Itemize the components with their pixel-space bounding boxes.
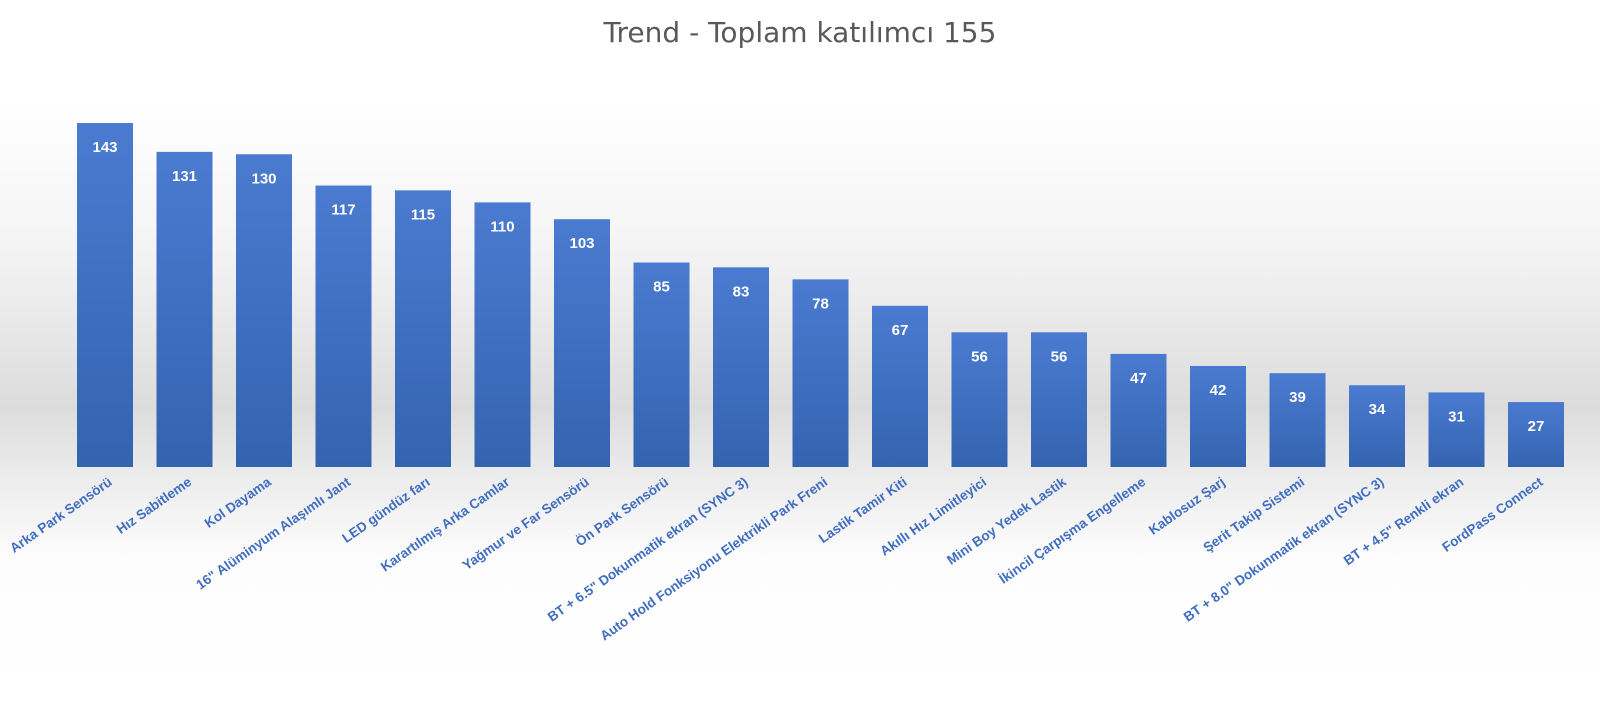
- bar-value-label: 47: [1130, 370, 1147, 387]
- bar-value-label: 56: [971, 348, 988, 365]
- x-tick-label: Arka Park Sensörü: [7, 474, 115, 556]
- bar: [792, 279, 849, 467]
- x-tick-label: 16" Alüminyum Alaşımlı Jant: [193, 474, 353, 593]
- bar: [554, 219, 610, 467]
- bar: [1031, 332, 1087, 467]
- bar: [1269, 373, 1326, 467]
- x-tick-label: Hız Sabitleme: [114, 474, 195, 537]
- bar: [872, 305, 928, 467]
- bar-value-label: 34: [1369, 401, 1386, 418]
- bar-value-label: 85: [653, 279, 670, 296]
- bar-value-label: 83: [733, 283, 750, 300]
- bar: [156, 151, 213, 467]
- bar: [236, 154, 292, 468]
- x-tick-label: Kol Dayama: [202, 474, 274, 531]
- bar: [1190, 365, 1246, 467]
- bar-value-label: 115: [411, 206, 435, 223]
- bar: [474, 202, 531, 467]
- bar: [77, 123, 133, 467]
- chart-title: Trend - Toplam katılımcı 155: [603, 16, 997, 49]
- bar-value-label: 67: [892, 322, 909, 339]
- bar-value-label: 143: [92, 139, 117, 156]
- bar: [1508, 402, 1564, 467]
- bar: [1428, 392, 1485, 467]
- bar: [1349, 385, 1405, 467]
- x-tick-label: Yağmur ve Far Sensörü: [460, 474, 592, 573]
- bar-value-label: 130: [251, 170, 276, 187]
- bar: [395, 190, 451, 468]
- bar-value-label: 27: [1528, 418, 1545, 435]
- bar: [951, 332, 1008, 467]
- bar: [633, 262, 690, 467]
- bar-value-label: 117: [331, 202, 355, 219]
- bar-value-label: 78: [812, 295, 829, 312]
- bar: [1110, 353, 1167, 467]
- bar-value-label: 103: [569, 235, 594, 252]
- bar-value-label: 56: [1051, 348, 1068, 365]
- bar-value-label: 31: [1448, 408, 1465, 425]
- x-tick-label: İkincil Çarpışma Engelleme: [996, 474, 1148, 587]
- bar: [713, 267, 769, 467]
- bar-value-label: 110: [490, 218, 514, 235]
- x-tick-label: Karartılmış Arka Camlar: [378, 474, 513, 575]
- bar-value-label: 42: [1210, 382, 1227, 399]
- bar-value-label: 39: [1289, 389, 1306, 406]
- bar-value-label: 131: [172, 168, 197, 185]
- x-tick-label: Kablosuz Şarj: [1146, 474, 1228, 537]
- bar: [315, 185, 372, 467]
